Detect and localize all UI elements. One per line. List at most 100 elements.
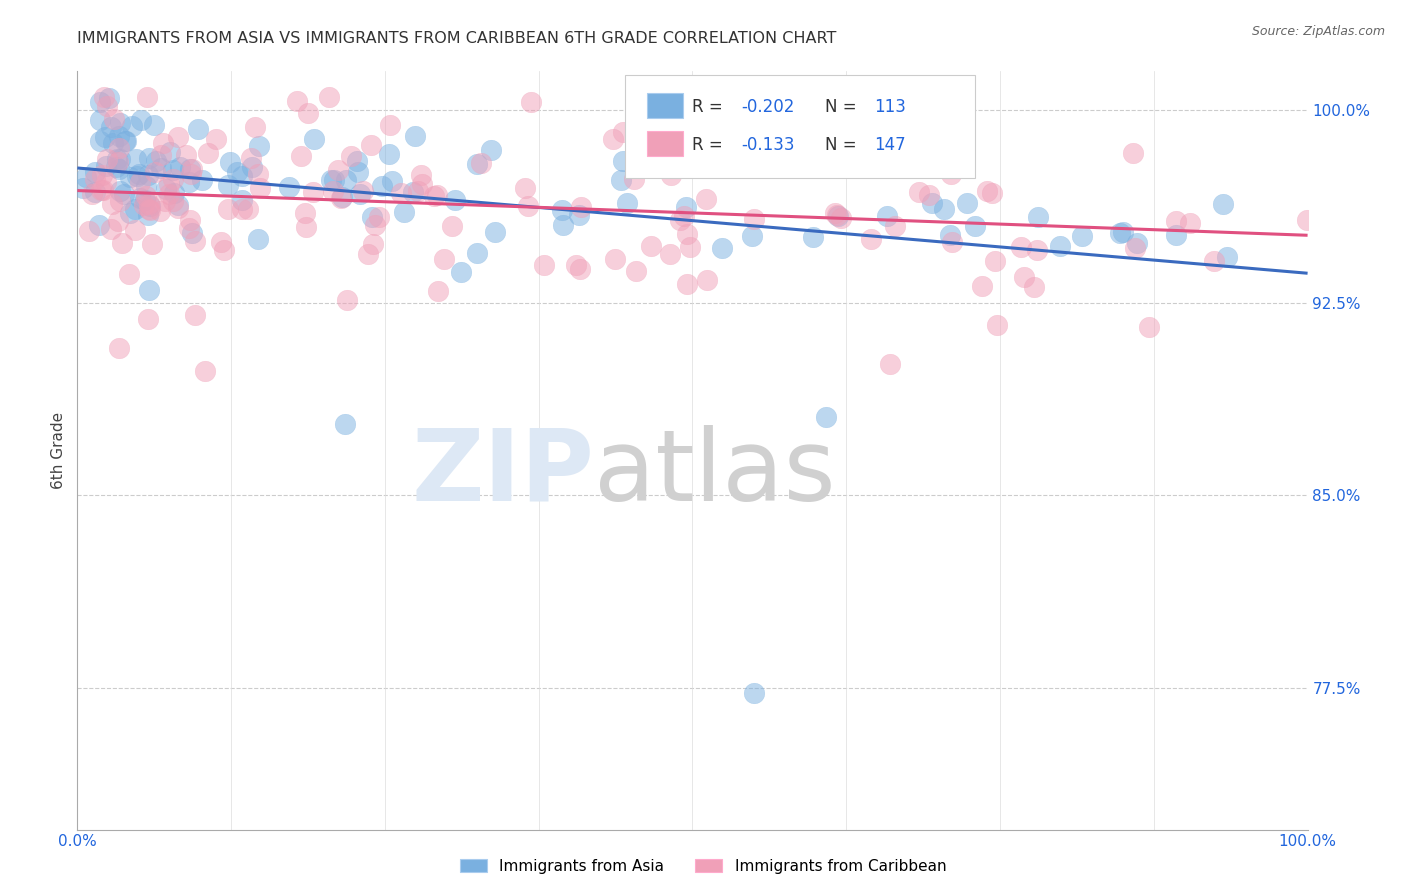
Point — [107, 342, 129, 356]
Point — [551, 202, 574, 217]
Point — [830, 211, 852, 225]
Point — [322, 184, 344, 198]
Point — [141, 237, 163, 252]
Point — [824, 206, 846, 220]
Point — [402, 185, 425, 199]
Point — [1204, 254, 1226, 268]
Point — [287, 94, 309, 108]
Point — [90, 183, 112, 197]
Point — [825, 208, 848, 222]
Point — [240, 151, 263, 165]
Point — [533, 258, 555, 272]
Point — [209, 235, 232, 249]
Point — [565, 258, 588, 272]
Point — [142, 118, 165, 132]
Point — [94, 175, 117, 189]
Point — [231, 202, 253, 216]
Point — [294, 206, 316, 220]
Point — [361, 237, 384, 252]
Point — [115, 134, 138, 148]
Point — [84, 164, 107, 178]
Point — [450, 265, 472, 279]
Point — [624, 264, 647, 278]
Point — [422, 189, 444, 203]
Point — [243, 120, 266, 134]
Point — [84, 172, 107, 186]
Point — [72, 181, 94, 195]
Text: -0.202: -0.202 — [742, 98, 794, 116]
Point — [669, 212, 692, 227]
Point — [360, 210, 382, 224]
Point — [1026, 243, 1049, 257]
Point — [605, 252, 627, 266]
Point — [125, 152, 148, 166]
Point — [183, 234, 205, 248]
Point — [515, 181, 537, 195]
Point — [139, 199, 162, 213]
Point — [127, 169, 149, 184]
Point — [848, 91, 870, 105]
Point — [159, 145, 181, 159]
Legend: Immigrants from Asia, Immigrants from Caribbean: Immigrants from Asia, Immigrants from Ca… — [454, 853, 952, 880]
Point — [96, 152, 118, 166]
Point — [1123, 241, 1146, 255]
Point — [949, 161, 972, 175]
Point — [301, 185, 323, 199]
Point — [247, 138, 270, 153]
Point — [96, 160, 118, 174]
Point — [815, 134, 838, 148]
Point — [118, 169, 141, 184]
Point — [333, 417, 356, 432]
Point — [114, 134, 136, 148]
Point — [96, 99, 118, 113]
Point — [103, 112, 125, 126]
Point — [371, 179, 394, 194]
Point — [218, 155, 240, 169]
Point — [963, 219, 986, 234]
Point — [93, 90, 115, 104]
Point — [149, 203, 172, 218]
Point — [100, 120, 122, 135]
Point — [231, 169, 253, 184]
Point — [98, 90, 121, 104]
Point — [884, 219, 907, 233]
Point — [319, 172, 342, 186]
Point — [815, 410, 838, 425]
Text: atlas: atlas — [595, 425, 835, 522]
Point — [378, 147, 401, 161]
Point — [918, 159, 941, 173]
Point — [801, 230, 824, 244]
Point — [679, 240, 702, 254]
Point — [121, 119, 143, 133]
Point — [129, 175, 152, 189]
Point — [984, 254, 1007, 268]
Point — [112, 187, 135, 202]
Point — [1178, 216, 1201, 230]
Point — [136, 168, 159, 182]
Point — [859, 232, 882, 246]
Point — [1014, 269, 1036, 284]
Point — [339, 149, 361, 163]
Point — [676, 227, 699, 241]
Point — [326, 162, 349, 177]
Point — [145, 165, 167, 179]
Point — [108, 184, 131, 198]
Point — [190, 173, 212, 187]
Point — [107, 141, 129, 155]
Point — [602, 132, 624, 146]
Point — [921, 196, 943, 211]
Point — [100, 197, 122, 211]
Point — [75, 169, 97, 184]
FancyBboxPatch shape — [647, 131, 683, 155]
Point — [91, 183, 114, 197]
Point — [155, 182, 177, 196]
Point — [976, 184, 998, 198]
Point — [295, 219, 318, 234]
Point — [105, 152, 128, 166]
Point — [107, 214, 129, 228]
Point — [145, 154, 167, 169]
Point — [149, 148, 172, 162]
Point — [789, 150, 811, 164]
Point — [101, 136, 124, 151]
Point — [212, 243, 235, 257]
